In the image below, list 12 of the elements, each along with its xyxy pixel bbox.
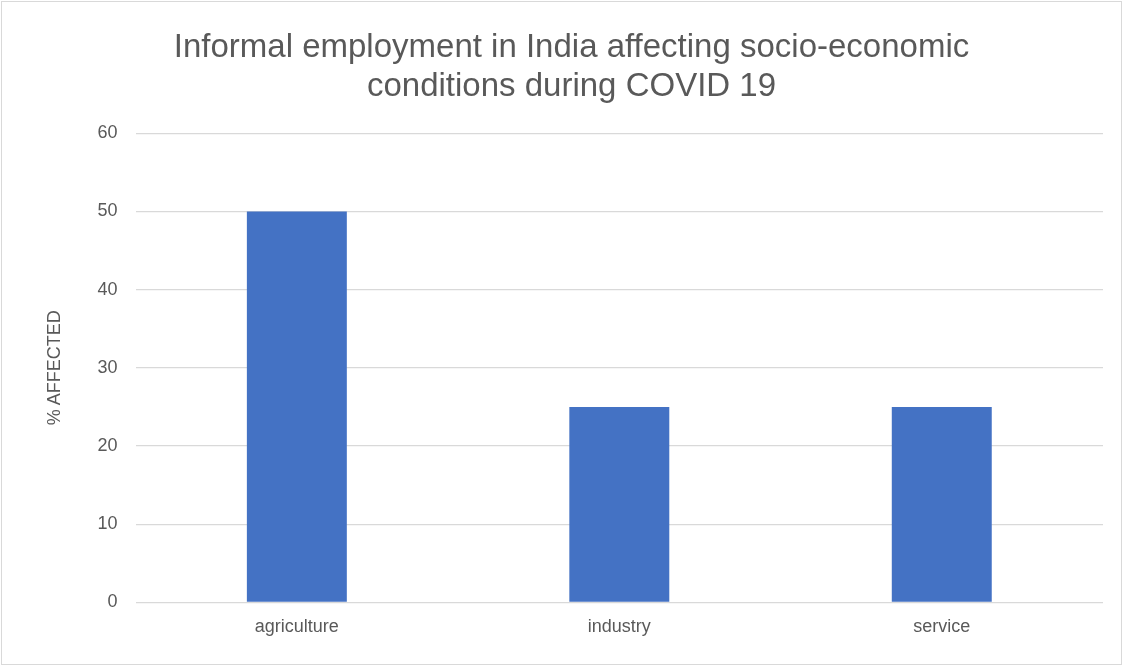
- y-tick-label: 50: [97, 200, 118, 221]
- y-tick-label: 30: [97, 356, 118, 377]
- x-tick-label: service: [913, 616, 971, 637]
- y-axis-title: % AFFECTED: [43, 310, 64, 426]
- y-tick-label: 20: [97, 434, 118, 455]
- y-tick-label: 0: [107, 591, 118, 612]
- y-tick-label: 40: [97, 278, 118, 299]
- x-tick-label: agriculture: [254, 616, 339, 637]
- y-tick-label: 60: [97, 122, 118, 143]
- y-tick-label: 10: [97, 513, 118, 534]
- x-tick-label: industry: [587, 616, 651, 637]
- chart-title: Informal employment in India affecting socio-economic conditions during COVID 19: [173, 26, 970, 104]
